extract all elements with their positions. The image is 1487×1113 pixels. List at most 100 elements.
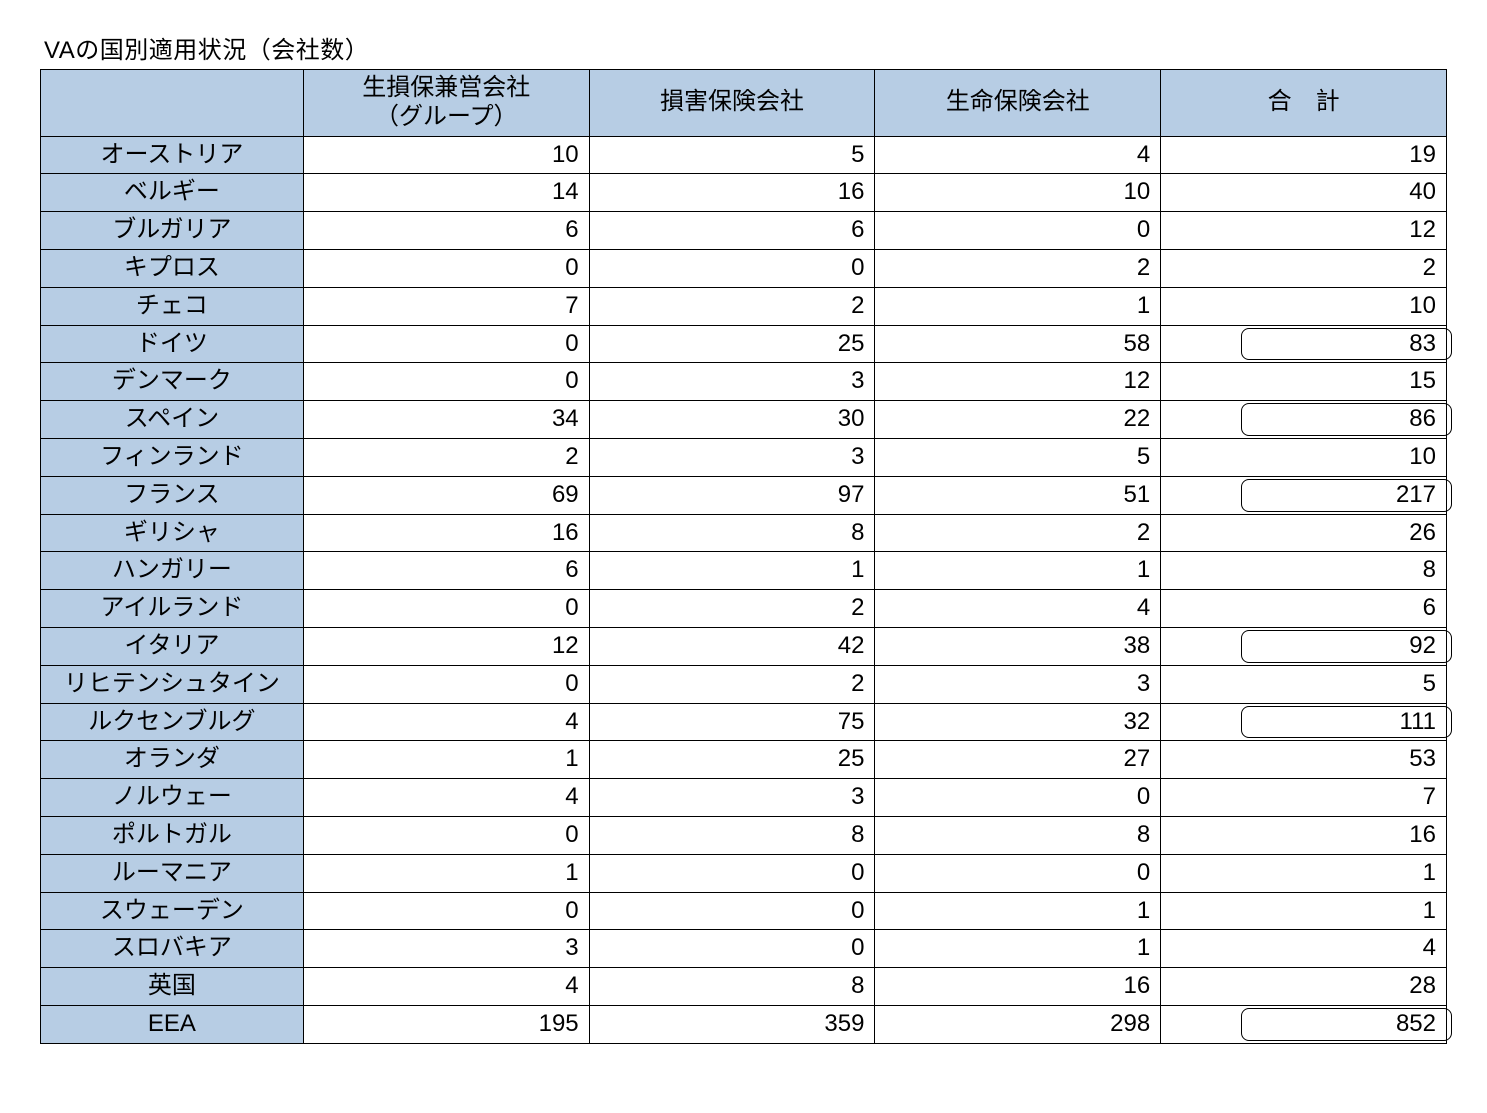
cell-value: 0 [875, 779, 1161, 817]
cell-value: 1 [875, 892, 1161, 930]
cell-value: 0 [303, 816, 589, 854]
cell-value: 25 [589, 325, 875, 363]
cell-total: 28 [1161, 968, 1447, 1006]
row-label: ハンガリー [41, 552, 304, 590]
table-row: オランダ1252753 [41, 741, 1447, 779]
table-row: キプロス0022 [41, 249, 1447, 287]
cell-total: 1 [1161, 892, 1447, 930]
cell-value: 6 [303, 552, 589, 590]
row-label: ポルトガル [41, 816, 304, 854]
cell-total: 1 [1161, 854, 1447, 892]
cell-value: 0 [303, 325, 589, 363]
row-label: ベルギー [41, 174, 304, 212]
row-label: EEA [41, 1005, 304, 1043]
cell-total: 7 [1161, 779, 1447, 817]
cell-total: 111 [1161, 703, 1447, 741]
cell-value: 0 [303, 590, 589, 628]
cell-value: 0 [875, 212, 1161, 250]
cell-value: 3 [303, 930, 589, 968]
cell-total: 6 [1161, 590, 1447, 628]
col-header-total: 合 計 [1161, 70, 1447, 137]
cell-value: 4 [875, 590, 1161, 628]
cell-value: 3 [589, 438, 875, 476]
cell-value: 6 [303, 212, 589, 250]
cell-total: 10 [1161, 438, 1447, 476]
table-header-row: 生損保兼営会社（グループ） 損害保険会社 生命保険会社 合 計 [41, 70, 1447, 137]
cell-value: 10 [875, 174, 1161, 212]
row-label: キプロス [41, 249, 304, 287]
table-row: フランス699751217 [41, 476, 1447, 514]
cell-value: 51 [875, 476, 1161, 514]
cell-value: 1 [875, 287, 1161, 325]
table-row: デンマーク031215 [41, 363, 1447, 401]
table-row: ルーマニア1001 [41, 854, 1447, 892]
table-row: ブルガリア66012 [41, 212, 1447, 250]
cell-total: 8 [1161, 552, 1447, 590]
table-body: オーストリア105419ベルギー14161040ブルガリア66012キプロス00… [41, 136, 1447, 1043]
cell-value: 0 [589, 930, 875, 968]
cell-value: 0 [303, 892, 589, 930]
cell-value: 12 [875, 363, 1161, 401]
cell-value: 195 [303, 1005, 589, 1043]
cell-total: 4 [1161, 930, 1447, 968]
row-label: ドイツ [41, 325, 304, 363]
cell-value: 359 [589, 1005, 875, 1043]
table-row: チェコ72110 [41, 287, 1447, 325]
table-row: EEA195359298852 [41, 1005, 1447, 1043]
row-label: フィンランド [41, 438, 304, 476]
row-label: デンマーク [41, 363, 304, 401]
table-row: スウェーデン0011 [41, 892, 1447, 930]
cell-value: 97 [589, 476, 875, 514]
cell-value: 4 [303, 779, 589, 817]
row-label: ギリシャ [41, 514, 304, 552]
cell-value: 0 [589, 854, 875, 892]
va-country-table: 生損保兼営会社（グループ） 損害保険会社 生命保険会社 合 計 オーストリア10… [40, 69, 1447, 1044]
table-row: イタリア12423892 [41, 627, 1447, 665]
cell-value: 8 [589, 514, 875, 552]
table-row: ノルウェー4307 [41, 779, 1447, 817]
cell-value: 0 [303, 249, 589, 287]
cell-value: 5 [875, 438, 1161, 476]
row-label: オランダ [41, 741, 304, 779]
cell-value: 32 [875, 703, 1161, 741]
table-row: リヒテンシュタイン0235 [41, 665, 1447, 703]
cell-total: 5 [1161, 665, 1447, 703]
cell-value: 2 [875, 514, 1161, 552]
cell-total: 217 [1161, 476, 1447, 514]
cell-value: 3 [589, 779, 875, 817]
row-label: イタリア [41, 627, 304, 665]
cell-value: 25 [589, 741, 875, 779]
cell-value: 22 [875, 401, 1161, 439]
row-label: スペイン [41, 401, 304, 439]
table-row: オーストリア105419 [41, 136, 1447, 174]
cell-total: 40 [1161, 174, 1447, 212]
table-row: スペイン34302286 [41, 401, 1447, 439]
cell-value: 4 [303, 703, 589, 741]
cell-value: 75 [589, 703, 875, 741]
cell-value: 16 [589, 174, 875, 212]
row-label: スウェーデン [41, 892, 304, 930]
row-label: スロバキア [41, 930, 304, 968]
cell-value: 2 [589, 287, 875, 325]
cell-value: 3 [589, 363, 875, 401]
col-header-composite: 生損保兼営会社（グループ） [303, 70, 589, 137]
cell-value: 3 [875, 665, 1161, 703]
col-header-nonlife: 損害保険会社 [589, 70, 875, 137]
cell-value: 1 [303, 741, 589, 779]
cell-value: 4 [303, 968, 589, 1006]
row-label: 英国 [41, 968, 304, 1006]
cell-value: 0 [303, 665, 589, 703]
row-label: リヒテンシュタイン [41, 665, 304, 703]
cell-value: 8 [589, 968, 875, 1006]
cell-value: 58 [875, 325, 1161, 363]
cell-value: 6 [589, 212, 875, 250]
cell-value: 1 [303, 854, 589, 892]
cell-value: 0 [875, 854, 1161, 892]
cell-total: 10 [1161, 287, 1447, 325]
cell-total: 26 [1161, 514, 1447, 552]
cell-value: 8 [589, 816, 875, 854]
row-label: ルクセンブルグ [41, 703, 304, 741]
cell-total: 19 [1161, 136, 1447, 174]
cell-value: 2 [875, 249, 1161, 287]
cell-value: 7 [303, 287, 589, 325]
